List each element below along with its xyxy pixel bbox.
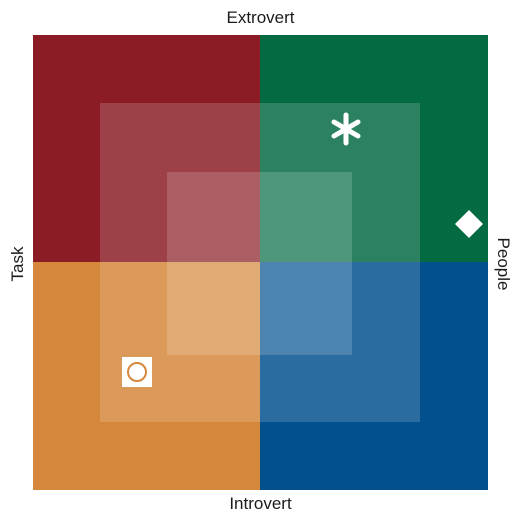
asterisk-icon [330, 112, 362, 146]
circle-shape [122, 357, 152, 387]
circle-icon [122, 357, 152, 387]
axis-label-right: People [494, 237, 513, 291]
quadrant-top-right [260, 35, 488, 262]
asterisk-shape [331, 112, 361, 146]
axis-label-top: Extrovert [226, 8, 295, 27]
quadrant-top-left [33, 35, 260, 262]
diamond-shape [455, 210, 483, 238]
axis-label-left: Task [8, 246, 27, 282]
quadrant-bottom-right [260, 262, 488, 490]
axis-label-bottom: Introvert [229, 494, 292, 513]
diamond-icon [454, 209, 484, 239]
quadrant-grid [33, 35, 488, 490]
